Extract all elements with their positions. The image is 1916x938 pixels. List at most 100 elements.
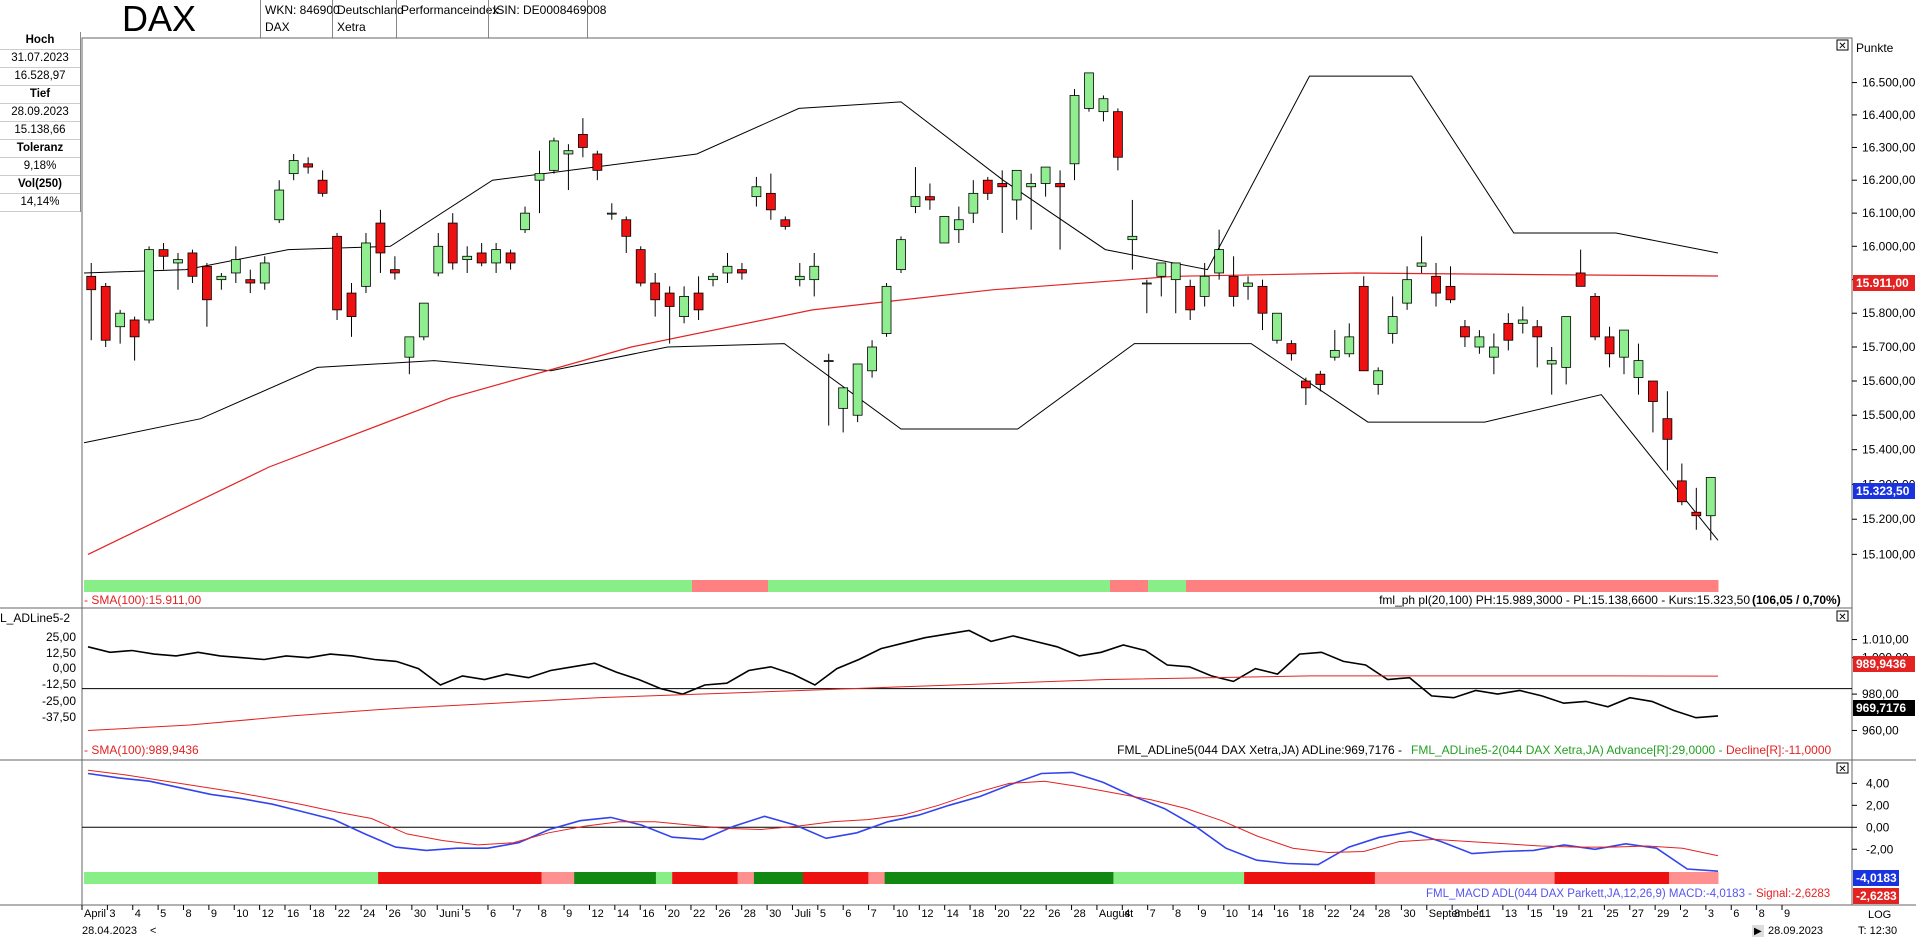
candle [881, 285, 892, 334]
x-tick-label: 24 [1353, 908, 1365, 920]
trend-bar-segment [1034, 580, 1073, 592]
candle [303, 163, 314, 168]
x-tick-label: 2 [1683, 908, 1689, 920]
close-macd-panel-icon[interactable]: ✕ [1836, 762, 1849, 775]
trend-bar-segment [502, 580, 541, 592]
candle [1329, 350, 1340, 358]
candle [1098, 98, 1109, 113]
x-tick-label: 9 [1200, 908, 1206, 920]
candle [1272, 312, 1282, 341]
x-tick-label: 18 [312, 908, 324, 920]
price-sma-legend: - SMA(100):15.911,00 [84, 593, 202, 607]
candle [765, 192, 776, 211]
trend-bar-segment [1338, 580, 1377, 592]
trend-bar-segment [768, 580, 807, 592]
scroll-right-icon[interactable]: ▶ [1754, 926, 1762, 937]
close-price-panel-icon[interactable]: ✕ [1836, 39, 1849, 52]
adline-left-tick-label: -12,50 [42, 677, 76, 691]
close-adline-panel-icon[interactable]: ✕ [1836, 610, 1849, 623]
adline-sma-marker: 989,9436 [1856, 657, 1906, 671]
trend-bar-segment [426, 580, 465, 592]
last-price-marker: 15.323,50 [1856, 484, 1910, 498]
adline-right-tick-label: 960,00 [1862, 723, 1899, 737]
upper-channel-line [83, 75, 1719, 274]
candle [1069, 95, 1080, 165]
vol-label: Vol(250) [0, 176, 80, 194]
candle [968, 192, 979, 214]
trend-bar-segment [958, 580, 997, 592]
candle [1445, 285, 1456, 301]
price-tick-label: 15.800,00 [1862, 306, 1916, 320]
adline-sma-marker-bg [1853, 656, 1915, 672]
candle [1373, 370, 1384, 385]
candle [953, 219, 964, 231]
candle [115, 312, 126, 328]
tief-date: 28.09.2023 [0, 104, 80, 122]
trend-bar-segment [882, 580, 921, 592]
trend-bar-segment [84, 580, 123, 592]
trend-bar-segment [1110, 580, 1149, 592]
candle [896, 239, 906, 271]
candle [838, 387, 849, 409]
signal-marker: -2,6283 [1856, 889, 1897, 903]
macd-state-bar-segment [753, 872, 804, 884]
candle [274, 189, 285, 221]
candle [173, 259, 183, 264]
x-tick-label: 27 [1632, 908, 1644, 920]
candle [216, 275, 227, 281]
trend-bar-segment [844, 580, 883, 592]
candle [202, 265, 212, 301]
lower-channel-line [83, 343, 1719, 541]
candle [1055, 183, 1065, 188]
candle [635, 249, 646, 284]
x-tick-label: 3 [109, 908, 115, 920]
candle [1705, 476, 1716, 517]
x-tick-label: 7 [515, 908, 521, 920]
adline-left-tick-label: 25,00 [46, 630, 76, 644]
macd-line [87, 771, 1719, 872]
scroll-right-button[interactable] [1752, 925, 1764, 937]
candle [1517, 319, 1528, 324]
candle [982, 179, 993, 194]
stats-sidebar: Hoch 31.07.2023 16.528,97 Tief 28.09.202… [0, 32, 81, 212]
x-tick-label: April [84, 908, 106, 920]
trend-bar-segment [996, 580, 1035, 592]
candle [809, 265, 820, 281]
time-label: T: 12:30 [1858, 925, 1897, 937]
x-tick-label: 5 [820, 908, 826, 920]
candle [737, 269, 747, 274]
x-tick-label: 3 [1708, 908, 1714, 920]
x-tick-label: 19 [1556, 908, 1568, 920]
toleranz-value: 9,18% [0, 158, 80, 176]
adline-series-line [87, 629, 1719, 719]
price-tick-label: 15.100,00 [1862, 547, 1916, 561]
x-tick-label: 5 [160, 908, 166, 920]
price-tick-label: 15.200,00 [1862, 512, 1916, 526]
candle [577, 134, 588, 148]
x-tick-label: 24 [363, 908, 375, 920]
macd-state-bar-segment [378, 872, 543, 884]
candle [1257, 285, 1268, 314]
x-tick-label: September [1429, 908, 1483, 920]
index-type-cell: Performanceindex [396, 0, 498, 38]
svg-text:✕: ✕ [1838, 612, 1846, 623]
x-tick-label: 10 [1226, 908, 1238, 920]
candle [144, 249, 154, 321]
x-tick-label: 6 [490, 908, 496, 920]
candle [1590, 296, 1600, 338]
candle [1011, 169, 1022, 201]
candle [823, 360, 834, 362]
scroll-left-icon[interactable]: < [150, 925, 156, 937]
scale-mode-label[interactable]: LOG [1868, 909, 1891, 921]
candle [1619, 329, 1629, 358]
candle [606, 212, 617, 215]
candle [1040, 166, 1051, 184]
candle [549, 140, 559, 171]
x-tick-label: 12 [921, 908, 933, 920]
candle [1561, 316, 1572, 368]
hoch-label: Hoch [0, 32, 80, 50]
isin-cell: ISIN: DE0008469008 [488, 0, 606, 38]
candle [664, 292, 675, 307]
candle [910, 196, 921, 207]
